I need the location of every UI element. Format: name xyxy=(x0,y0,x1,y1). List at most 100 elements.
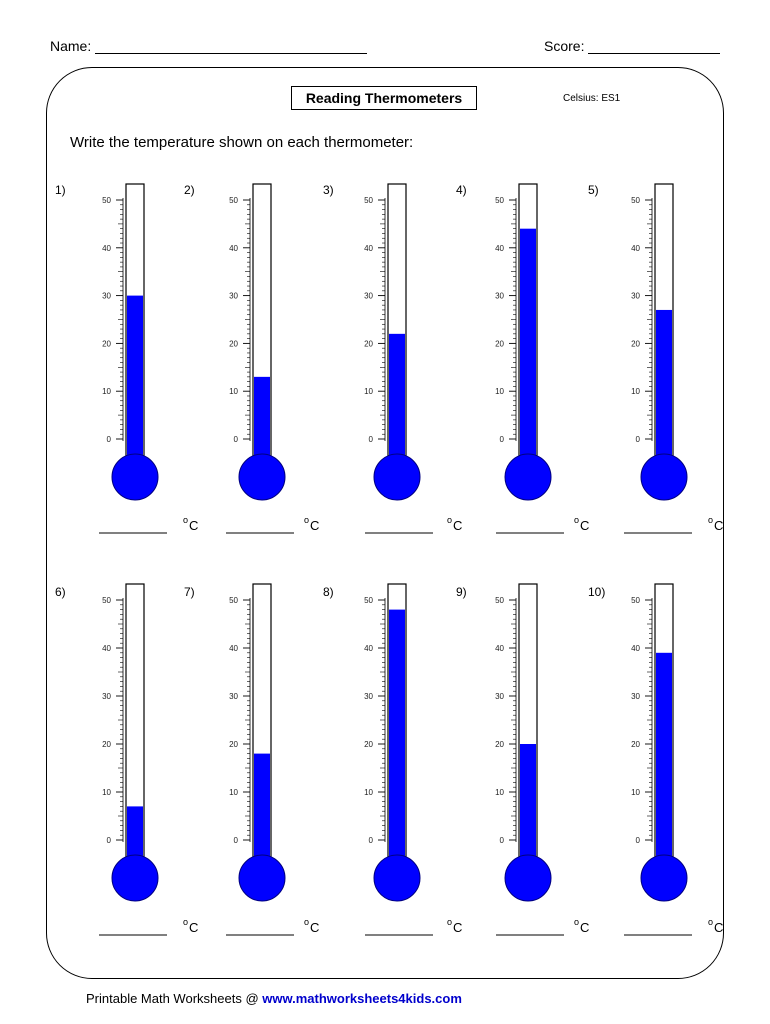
question-number: 4) xyxy=(456,183,467,197)
question-number: 5) xyxy=(588,183,599,197)
tick-label: 20 xyxy=(229,339,238,348)
tick-label: 20 xyxy=(495,740,504,749)
tick-label: 20 xyxy=(631,339,640,348)
degree-symbol: o xyxy=(574,515,579,525)
thermometer-bulb xyxy=(238,453,286,501)
score-blank-line[interactable] xyxy=(588,39,721,54)
name-blank-line[interactable] xyxy=(95,39,368,54)
tick-label: 0 xyxy=(369,435,374,444)
celsius-unit: C xyxy=(580,518,589,533)
name-label: Name: xyxy=(50,38,92,54)
tick-label: 40 xyxy=(631,244,640,253)
tick-label: 0 xyxy=(234,836,239,845)
tick-label: 50 xyxy=(631,196,640,205)
tick-label: 40 xyxy=(102,244,111,253)
tick-label: 0 xyxy=(500,435,505,444)
tick-label: 10 xyxy=(631,788,640,797)
tick-label: 50 xyxy=(102,196,111,205)
tick-label: 20 xyxy=(229,740,238,749)
tick-label: 20 xyxy=(102,740,111,749)
footer: Printable Math Worksheets @ www.mathwork… xyxy=(86,991,462,1006)
tick-label: 20 xyxy=(102,339,111,348)
question-number: 8) xyxy=(323,585,334,599)
tick-label: 0 xyxy=(234,435,239,444)
score-field[interactable]: Score: xyxy=(544,38,721,54)
tick-label: 30 xyxy=(364,292,373,301)
mercury-column xyxy=(389,609,405,878)
tick-label: 10 xyxy=(631,387,640,396)
tick-label: 30 xyxy=(102,292,111,301)
tick-label: 10 xyxy=(364,387,373,396)
tick-label: 10 xyxy=(495,387,504,396)
mercury-column xyxy=(389,333,405,477)
tick-label: 10 xyxy=(364,788,373,797)
score-label: Score: xyxy=(544,38,585,54)
celsius-unit: C xyxy=(453,920,462,935)
degree-symbol: o xyxy=(708,515,713,525)
mercury-column xyxy=(254,753,270,878)
celsius-unit: C xyxy=(189,920,198,935)
degree-symbol: o xyxy=(574,917,579,927)
tick-label: 50 xyxy=(631,596,640,605)
tick-label: 50 xyxy=(364,596,373,605)
worksheet-frame xyxy=(46,67,724,979)
worksheet-title-text: Reading Thermometers xyxy=(305,90,463,106)
tick-label: 40 xyxy=(495,644,504,653)
tick-label: 50 xyxy=(364,196,373,205)
question-number: 2) xyxy=(184,183,195,197)
thermometer-8: 0 10 20 30 40 50 8) o C xyxy=(323,583,462,936)
tick-label: 0 xyxy=(107,836,112,845)
question-number: 1) xyxy=(55,183,66,197)
tick-label: 40 xyxy=(364,644,373,653)
celsius-unit: C xyxy=(453,518,462,533)
footer-prefix: Printable Math Worksheets @ xyxy=(86,991,263,1006)
thermometer-bulb xyxy=(111,854,159,902)
thermometer-bulb xyxy=(640,854,688,902)
tick-label: 40 xyxy=(102,644,111,653)
thermometer-5: 0 10 20 30 40 50 5) o C xyxy=(588,183,723,534)
question-number: 6) xyxy=(55,585,66,599)
tick-label: 30 xyxy=(229,692,238,701)
degree-symbol: o xyxy=(447,917,452,927)
degree-symbol: o xyxy=(304,515,309,525)
tick-label: 40 xyxy=(495,244,504,253)
question-number: 10) xyxy=(588,585,605,599)
thermometer-bulb xyxy=(111,453,159,501)
thermometer-1: 0 10 20 30 40 50 1) o C xyxy=(55,183,198,534)
question-number: 3) xyxy=(323,183,334,197)
tick-label: 30 xyxy=(631,692,640,701)
thermometer-bulb xyxy=(238,854,286,902)
thermometer-10: 0 10 20 30 40 50 10) o C xyxy=(588,583,723,936)
question-number: 9) xyxy=(456,585,467,599)
thermometer-3: 0 10 20 30 40 50 3) o C xyxy=(323,183,462,534)
instructions: Write the temperature shown on each ther… xyxy=(70,134,414,151)
tick-label: 40 xyxy=(364,244,373,253)
tick-label: 10 xyxy=(229,387,238,396)
mercury-column xyxy=(656,652,672,878)
tick-label: 0 xyxy=(107,435,112,444)
degree-symbol: o xyxy=(447,515,452,525)
worksheet-title: Reading Thermometers xyxy=(291,86,477,110)
celsius-unit: C xyxy=(714,518,723,533)
celsius-unit: C xyxy=(310,518,319,533)
celsius-unit: C xyxy=(580,920,589,935)
name-field[interactable]: Name: xyxy=(50,38,368,54)
tick-label: 20 xyxy=(364,339,373,348)
footer-url[interactable]: www.mathworksheets4kids.com xyxy=(262,991,462,1006)
tick-label: 50 xyxy=(102,596,111,605)
thermometer-bulb xyxy=(373,453,421,501)
tick-label: 20 xyxy=(495,339,504,348)
tick-label: 10 xyxy=(229,788,238,797)
thermometer-bulb xyxy=(373,854,421,902)
tick-label: 50 xyxy=(495,596,504,605)
mercury-column xyxy=(520,228,536,477)
tick-label: 30 xyxy=(102,692,111,701)
thermometer-bulb xyxy=(504,453,552,501)
degree-symbol: o xyxy=(304,917,309,927)
celsius-unit: C xyxy=(310,920,319,935)
tick-label: 30 xyxy=(631,292,640,301)
celsius-unit: C xyxy=(189,518,198,533)
